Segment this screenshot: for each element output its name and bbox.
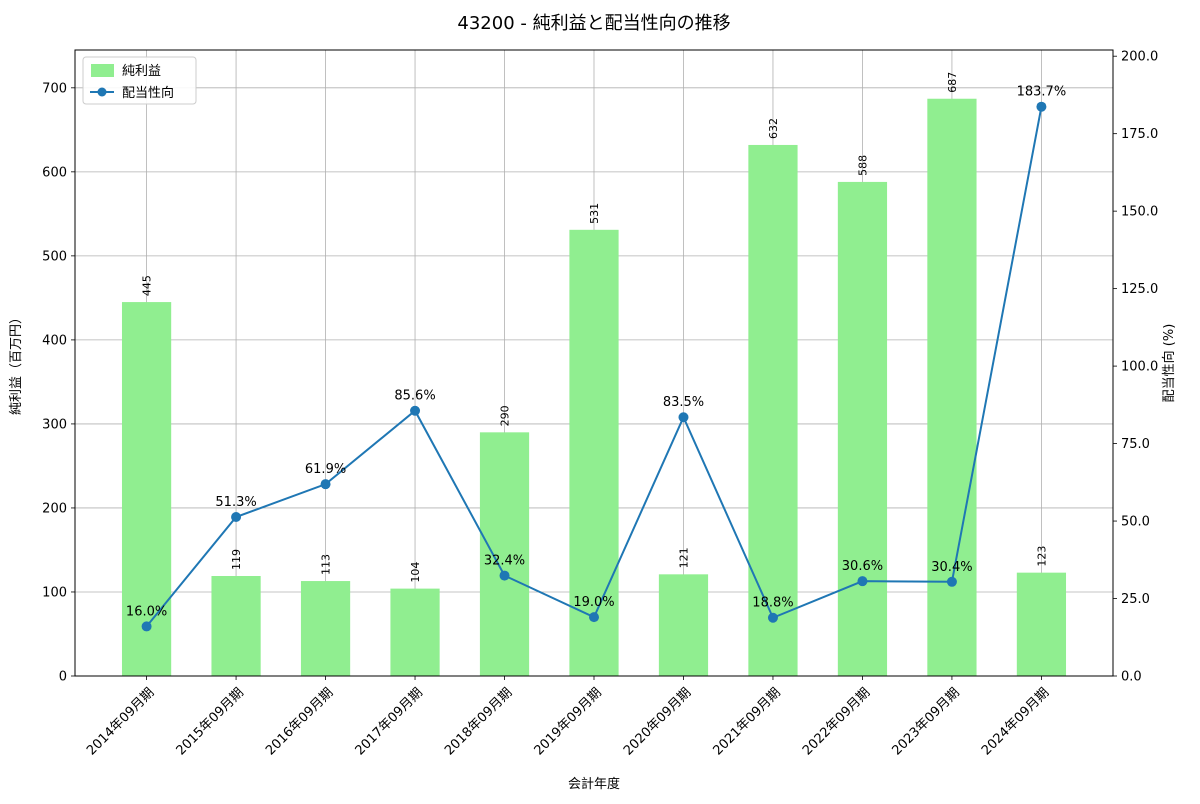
legend-marker — [97, 87, 107, 97]
right-tick-label: 175.0 — [1121, 127, 1158, 142]
bar-value-label: 121 — [677, 547, 690, 568]
payout-point — [1036, 101, 1047, 112]
right-tick-label: 25.0 — [1121, 592, 1150, 607]
x-tick-label: 2014年09月期 — [84, 685, 157, 758]
payout-value-label: 51.3% — [215, 495, 256, 510]
bar — [300, 581, 351, 676]
x-tick-label: 2023年09月期 — [889, 685, 962, 758]
payout-point — [678, 412, 689, 423]
left-tick-label: 700 — [42, 81, 67, 96]
x-tick-label: 2022年09月期 — [800, 685, 873, 758]
right-tick-label: 50.0 — [1121, 515, 1150, 530]
left-tick-label: 400 — [42, 333, 67, 348]
bar — [121, 302, 172, 676]
legend-swatch-bar — [91, 64, 114, 77]
left-tick-label: 100 — [42, 585, 67, 600]
left-tick-label: 200 — [42, 501, 67, 516]
bar-value-label: 632 — [767, 118, 780, 139]
legend: 純利益 配当性向 — [82, 56, 197, 105]
legend-label-payout-ratio: 配当性向 — [122, 85, 174, 101]
left-y-axis-label: 純利益（百万円） — [9, 311, 24, 415]
payout-point — [320, 479, 331, 490]
right-tick-label: 0.0 — [1121, 670, 1142, 685]
payout-point — [946, 576, 957, 587]
bar-value-label: 290 — [499, 405, 512, 426]
payout-value-label: 61.9% — [305, 462, 346, 477]
payout-value-label: 183.7% — [1017, 85, 1067, 100]
x-tick-label: 2024年09月期 — [979, 685, 1052, 758]
left-tick-label: 500 — [42, 249, 67, 264]
x-tick-label: 2015年09月期 — [174, 685, 247, 758]
left-tick-label: 600 — [42, 165, 67, 180]
x-tick-label: 2019年09月期 — [532, 685, 605, 758]
bar-value-label: 687 — [946, 72, 959, 93]
legend-label-net-income: 純利益 — [122, 64, 161, 79]
bar-value-label: 123 — [1035, 546, 1048, 567]
bar — [748, 144, 798, 677]
bar-value-label: 104 — [409, 562, 422, 583]
x-axis-label: 会計年度 — [568, 776, 620, 792]
right-tick-label: 125.0 — [1121, 282, 1158, 297]
payout-value-label: 30.6% — [842, 559, 883, 574]
left-tick-label: 300 — [42, 417, 67, 432]
x-tick-label: 2021年09月期 — [711, 685, 784, 758]
bar — [479, 432, 530, 676]
payout-value-label: 19.0% — [573, 595, 614, 610]
payout-value-label: 85.6% — [394, 389, 435, 404]
payout-point — [857, 576, 868, 587]
x-tick-label: 2016年09月期 — [263, 685, 336, 758]
x-tick-label: 2018年09月期 — [442, 685, 515, 758]
right-tick-label: 100.0 — [1121, 360, 1158, 375]
right-y-axis-label: 配当性向 (%) — [1161, 324, 1177, 403]
x-tick-label: 2020年09月期 — [621, 685, 694, 758]
bar-value-label: 119 — [230, 549, 243, 570]
plot-area: 0 100 200 300 400 500 600 700 0.0 25.0 50.0 75.0 100… — [42, 49, 1158, 759]
bar — [837, 181, 888, 676]
payout-point — [231, 512, 242, 523]
right-tick-label: 75.0 — [1121, 437, 1150, 452]
bar-value-label: 531 — [588, 203, 601, 224]
payout-point — [589, 612, 599, 623]
right-tick-label: 200.0 — [1121, 50, 1158, 65]
bar-value-label: 113 — [320, 554, 333, 575]
payout-value-label: 16.0% — [126, 604, 167, 619]
bar — [658, 574, 709, 676]
chart-title: 43200 - 純利益と配当性向の推移 — [457, 13, 730, 34]
bar-value-label: 588 — [856, 155, 869, 176]
x-tick-label: 2017年09月期 — [353, 685, 426, 758]
bar-value-label: 445 — [141, 275, 154, 296]
payout-value-label: 32.4% — [484, 554, 525, 569]
bar — [390, 588, 440, 676]
bar — [1016, 572, 1067, 676]
payout-point — [499, 570, 510, 581]
payout-value-label: 83.5% — [663, 395, 704, 410]
payout-point — [141, 621, 152, 632]
payout-point — [767, 612, 778, 623]
payout-value-label: 30.4% — [931, 560, 972, 575]
bar — [569, 229, 619, 676]
payout-value-label: 18.8% — [752, 596, 793, 611]
bar — [927, 98, 977, 676]
left-tick-label: 0 — [59, 670, 67, 685]
payout-point — [410, 405, 421, 416]
bar — [211, 576, 261, 676]
right-tick-label: 150.0 — [1121, 205, 1158, 220]
